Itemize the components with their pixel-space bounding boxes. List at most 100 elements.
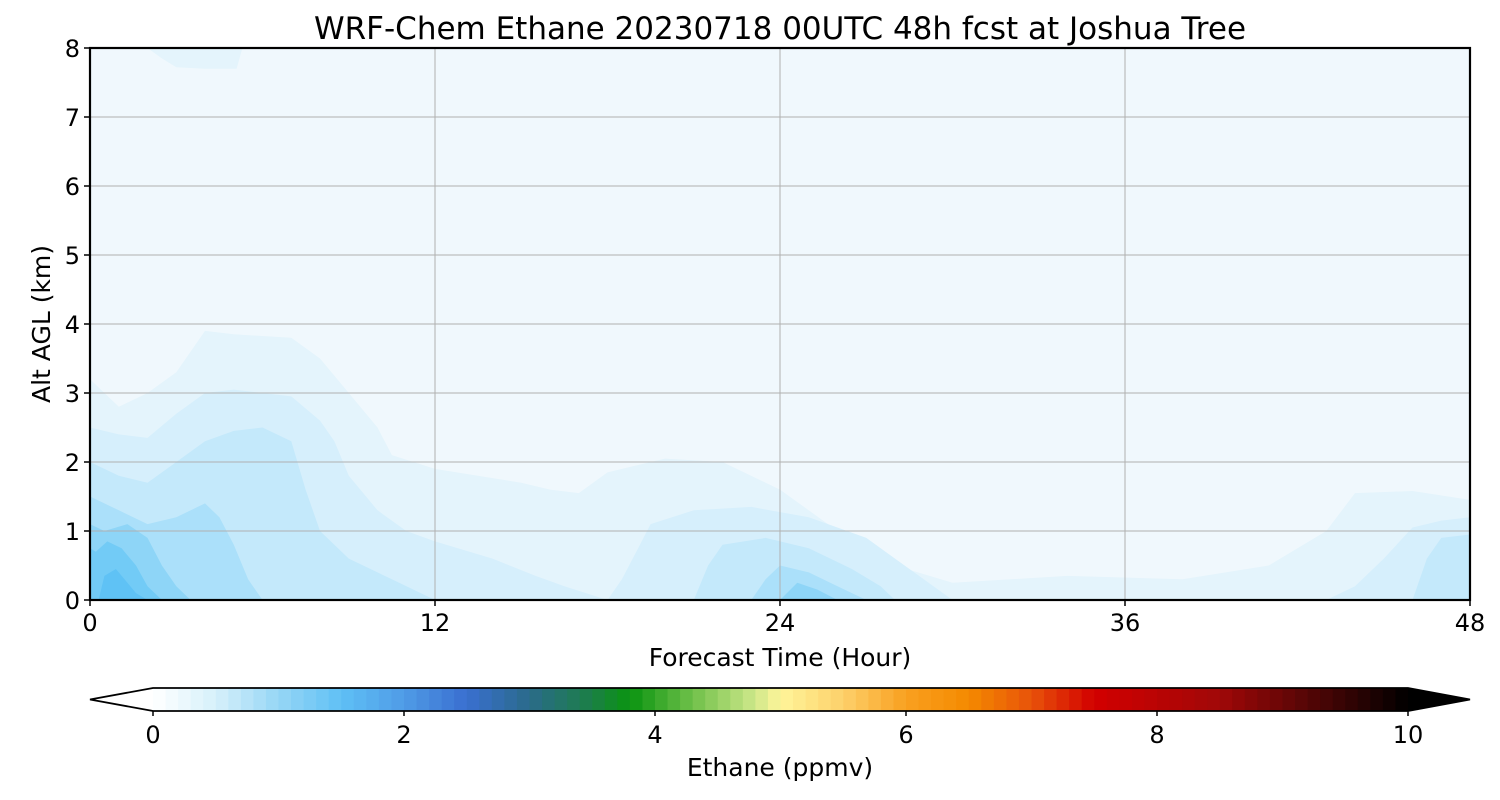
colorbar-swatch <box>366 688 380 711</box>
colorbar-swatch <box>291 688 305 711</box>
colorbar-swatch <box>391 688 405 711</box>
colorbar-swatch <box>215 688 229 711</box>
colorbar-swatch <box>843 688 857 711</box>
contour-region-13 <box>98 569 148 600</box>
colorbar-swatch <box>1194 688 1208 711</box>
colorbar-tick-label: 8 <box>1149 721 1164 749</box>
y-axis-ticks: 0 1 2 3 4 5 6 7 8 <box>65 35 90 615</box>
colorbar-tick-label: 2 <box>396 721 411 749</box>
colorbar-swatch <box>1269 688 1284 711</box>
y-tick-label: 2 <box>65 449 80 477</box>
colorbar-swatch <box>1207 688 1221 711</box>
colorbar-swatch <box>629 688 644 711</box>
colorbar-swatch <box>203 688 217 711</box>
colorbar-swatch <box>491 688 505 711</box>
colorbar-swatch <box>1031 688 1045 711</box>
colorbar <box>89 687 1471 712</box>
colorbar-swatch <box>441 688 455 711</box>
colorbar-swatch <box>1332 688 1346 711</box>
colorbar-swatch <box>1282 688 1296 711</box>
x-tick-label: 48 <box>1455 609 1486 637</box>
colorbar-swatch <box>240 688 254 711</box>
colorbar-label: Ethane (ppmv) <box>687 753 873 782</box>
colorbar-tick-label: 6 <box>898 721 913 749</box>
colorbar-swatch <box>1370 688 1384 711</box>
colorbar-swatch <box>642 688 656 711</box>
colorbar-swatch <box>1131 688 1146 711</box>
colorbar-swatch <box>316 688 330 711</box>
colorbar-swatch <box>1006 688 1020 711</box>
colorbar-swatch <box>454 688 468 711</box>
y-tick-label: 5 <box>65 242 80 270</box>
colorbar-swatch <box>253 688 267 711</box>
y-tick-label: 7 <box>65 104 80 132</box>
colorbar-tick-label: 10 <box>1393 721 1424 749</box>
colorbar-swatch <box>228 688 242 711</box>
colorbar-swatch <box>830 688 844 711</box>
colorbar-swatch <box>1018 688 1033 711</box>
colorbar-swatch <box>1357 688 1371 711</box>
y-tick-label: 1 <box>65 518 80 546</box>
colorbar-tick-label: 4 <box>647 721 662 749</box>
colorbar-extend-high <box>1408 688 1470 711</box>
colorbar-swatch <box>918 688 932 711</box>
colorbar-swatch <box>692 688 706 711</box>
colorbar-swatch <box>353 688 367 711</box>
colorbar-swatch <box>818 688 832 711</box>
colorbar-swatch <box>742 688 756 711</box>
x-tick-label: 36 <box>1110 609 1141 637</box>
chart-title: WRF-Chem Ethane 20230718 00UTC 48h fcst … <box>314 11 1246 47</box>
colorbar-swatch <box>604 688 618 711</box>
colorbar-swatch <box>931 688 945 711</box>
colorbar-swatch <box>516 688 531 711</box>
colorbar-swatch <box>1232 688 1246 711</box>
colorbar-swatch <box>554 688 568 711</box>
colorbar-swatch <box>265 688 280 711</box>
colorbar-swatch <box>1056 688 1070 711</box>
y-tick-label: 0 <box>65 587 80 615</box>
colorbar-swatch <box>1382 688 1397 711</box>
colorbar-swatch <box>805 688 819 711</box>
colorbar-swatch <box>1244 688 1258 711</box>
colorbar-swatch <box>755 688 769 711</box>
x-axis-ticks: 0 12 24 36 48 <box>82 600 1485 637</box>
contour-region-7 <box>1412 534 1470 600</box>
colorbar-swatch <box>429 688 443 711</box>
colorbar-swatch <box>793 688 807 711</box>
colorbar-swatch <box>1307 688 1321 711</box>
colorbar-swatch <box>893 688 907 711</box>
x-tick-label: 0 <box>82 609 97 637</box>
colorbar-swatch <box>717 688 731 711</box>
x-tick-label: 12 <box>420 609 451 637</box>
colorbar-swatch <box>504 688 518 711</box>
colorbar-swatch <box>981 688 995 711</box>
colorbar-swatch <box>1106 688 1120 711</box>
colorbar-swatch <box>868 688 882 711</box>
colorbar-swatch <box>479 688 493 711</box>
colorbar-swatch <box>855 688 869 711</box>
y-tick-label: 8 <box>65 35 80 63</box>
colorbar-swatch <box>780 688 794 711</box>
colorbar-swatch <box>767 688 782 711</box>
colorbar-swatch <box>1345 688 1359 711</box>
colorbar-swatch <box>1157 688 1171 711</box>
colorbar-swatch <box>278 688 292 711</box>
colorbar-swatch <box>416 688 430 711</box>
y-axis-label: Alt AGL (km) <box>27 245 56 403</box>
y-tick-label: 4 <box>65 311 80 339</box>
colorbar-swatch <box>466 688 480 711</box>
colorbar-swatch <box>165 688 179 711</box>
x-tick-label: 24 <box>765 609 796 637</box>
contour-region-11 <box>780 582 838 600</box>
colorbar-swatch <box>906 688 920 711</box>
colorbar-swatch <box>579 688 593 711</box>
colorbar-tick-label: 0 <box>145 721 160 749</box>
colorbar-swatch <box>1081 688 1095 711</box>
colorbar-swatch <box>655 688 669 711</box>
colorbar-swatch <box>667 688 681 711</box>
colorbar-extend-low <box>90 688 153 711</box>
colorbar-swatch <box>1257 688 1271 711</box>
colorbar-swatch <box>567 688 581 711</box>
contour-region-6 <box>693 537 895 600</box>
